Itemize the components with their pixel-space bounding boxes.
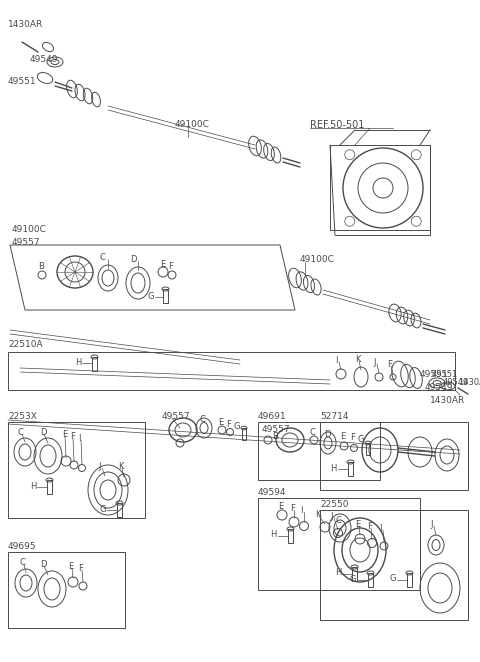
Text: 49695: 49695 — [8, 542, 36, 551]
Text: J: J — [98, 462, 100, 471]
Text: 49557: 49557 — [12, 238, 41, 247]
Text: 22510A: 22510A — [8, 340, 43, 349]
Text: C: C — [335, 516, 341, 525]
Text: K: K — [315, 510, 321, 519]
Text: 49551: 49551 — [8, 77, 36, 86]
Text: H: H — [30, 482, 36, 491]
Text: 52714: 52714 — [320, 412, 348, 421]
Text: E: E — [340, 432, 345, 441]
Text: 1430AR: 1430AR — [458, 378, 480, 387]
Text: D: D — [40, 428, 47, 437]
Text: F: F — [168, 262, 173, 271]
Bar — [407, 573, 412, 587]
Text: H: H — [75, 358, 82, 367]
Text: 1430AR: 1430AR — [8, 20, 43, 29]
Text: G: G — [148, 292, 155, 301]
Text: I: I — [335, 356, 337, 365]
Text: G: G — [234, 422, 240, 431]
Bar — [368, 573, 373, 587]
Text: D: D — [130, 255, 136, 264]
Text: E: E — [62, 430, 67, 439]
Text: 22550: 22550 — [320, 500, 348, 509]
Text: F: F — [387, 360, 392, 369]
Text: 49557: 49557 — [262, 425, 290, 434]
Text: F: F — [226, 420, 231, 429]
Text: H: H — [270, 530, 276, 539]
Text: E: E — [278, 502, 283, 511]
Bar — [352, 567, 357, 581]
Text: 49549: 49549 — [425, 383, 454, 392]
Text: F: F — [350, 433, 355, 442]
Text: 49594: 49594 — [258, 488, 287, 497]
Text: 49691: 49691 — [258, 412, 287, 421]
Text: D: D — [40, 560, 47, 569]
Text: C: C — [100, 253, 106, 262]
Bar — [163, 289, 168, 303]
Text: J: J — [330, 512, 333, 521]
Text: C: C — [20, 558, 26, 567]
Text: K: K — [355, 355, 360, 364]
Text: F: F — [78, 564, 83, 573]
Text: C: C — [200, 415, 206, 424]
Text: E: E — [355, 520, 360, 529]
Text: REF.50-501: REF.50-501 — [310, 120, 364, 130]
Text: 49100C: 49100C — [300, 255, 335, 264]
Text: 49551: 49551 — [432, 370, 458, 379]
Text: 49557: 49557 — [162, 412, 191, 421]
Bar — [330, 145, 430, 230]
Text: I: I — [300, 506, 302, 515]
Bar — [242, 428, 246, 440]
Text: 49551: 49551 — [420, 370, 449, 379]
Text: I: I — [379, 524, 382, 533]
Text: F: F — [367, 522, 372, 531]
Text: F: F — [290, 504, 295, 513]
Bar — [288, 529, 293, 543]
Text: G: G — [350, 575, 357, 584]
Text: J: J — [373, 358, 375, 367]
Text: G: G — [358, 435, 364, 444]
Text: E: E — [68, 562, 73, 571]
Text: 49549: 49549 — [443, 378, 469, 387]
Text: 2253X: 2253X — [8, 412, 37, 421]
Text: K: K — [118, 462, 123, 471]
Text: H: H — [335, 568, 341, 577]
Bar — [348, 462, 353, 476]
Text: G: G — [100, 505, 107, 514]
Bar — [366, 443, 370, 455]
Text: I: I — [78, 434, 81, 443]
Text: H: H — [330, 464, 336, 473]
Text: D: D — [324, 430, 331, 439]
Text: 49100C: 49100C — [12, 225, 47, 234]
Text: 1430AR: 1430AR — [430, 396, 465, 405]
Text: C: C — [18, 428, 24, 437]
Text: 49549: 49549 — [30, 55, 59, 64]
Text: G: G — [390, 574, 396, 583]
Bar — [47, 480, 52, 494]
Bar — [117, 503, 122, 517]
Text: E: E — [218, 418, 223, 427]
Text: 49100C: 49100C — [175, 120, 210, 129]
Bar — [92, 357, 97, 371]
Text: F: F — [70, 432, 75, 441]
Text: B: B — [272, 432, 278, 441]
Text: J: J — [430, 520, 432, 529]
Text: B: B — [38, 262, 44, 271]
Text: C: C — [310, 428, 316, 437]
Text: E: E — [160, 260, 165, 269]
